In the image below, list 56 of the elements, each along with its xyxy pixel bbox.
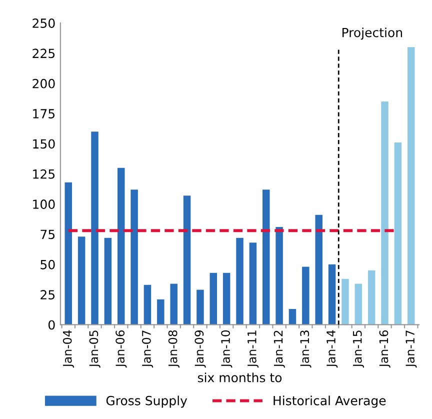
bar — [394, 142, 402, 325]
x-tick-label: Jan-14 — [326, 330, 338, 368]
bar — [91, 132, 98, 325]
x-tick-label: Jan-10 — [221, 330, 232, 368]
x-tick-label: Jan-06 — [116, 330, 127, 368]
bar — [196, 290, 204, 325]
bar — [354, 284, 362, 325]
y-tick-label: 150 — [33, 139, 55, 149]
bar — [157, 299, 164, 325]
x-axis-title: six months to — [198, 372, 282, 382]
bar — [315, 214, 322, 325]
x-tick-label: Jan-15 — [353, 330, 364, 368]
y-tick-label: 225 — [32, 48, 55, 58]
bar — [236, 238, 244, 325]
x-tick-label: Jan-09 — [194, 330, 206, 368]
bar — [222, 272, 230, 325]
x-tick-label: Jan-08 — [168, 330, 180, 368]
legend-label: Gross Supply — [106, 396, 188, 408]
y-tick-label: 125 — [33, 169, 55, 179]
bar — [144, 284, 152, 325]
bar — [130, 190, 138, 325]
x-tick-label: Jan-13 — [300, 330, 312, 368]
bar — [64, 182, 72, 325]
bar — [276, 226, 283, 325]
bar — [408, 47, 415, 325]
legend-label: Historical Average — [274, 396, 386, 408]
y-tick-label: 0 — [48, 320, 55, 330]
bar — [262, 190, 270, 325]
bar — [381, 101, 388, 325]
y-tick-label: 75 — [40, 230, 55, 240]
bar — [368, 270, 376, 325]
x-tick-label: Jan-05 — [89, 330, 100, 368]
y-tick-label: 200 — [32, 78, 55, 88]
bar — [302, 266, 310, 325]
y-tick-label: 50 — [40, 260, 55, 270]
bar — [183, 196, 191, 325]
bar — [288, 309, 296, 325]
x-tick-label: Jan-11 — [248, 330, 259, 368]
y-tick-label: 25 — [40, 290, 55, 300]
y-tick-label: 175 — [33, 109, 55, 118]
x-tick-label: Jan-16 — [379, 330, 390, 368]
bar — [117, 168, 125, 325]
x-tick-label: Jan-12 — [274, 330, 285, 368]
bar — [78, 236, 86, 325]
bar — [249, 242, 257, 325]
x-tick-label: Jan-07 — [142, 330, 154, 368]
x-tick-label: Jan-04 — [62, 330, 74, 368]
bar — [328, 264, 336, 325]
bar — [210, 272, 218, 325]
x-tick-label: Jan-17 — [406, 330, 417, 368]
y-tick-label: 100 — [33, 200, 55, 209]
y-tick-label: 250 — [32, 18, 55, 28]
bar — [104, 238, 112, 325]
bar — [342, 278, 349, 325]
annotation: Projection — [342, 28, 402, 40]
bar — [170, 284, 178, 325]
